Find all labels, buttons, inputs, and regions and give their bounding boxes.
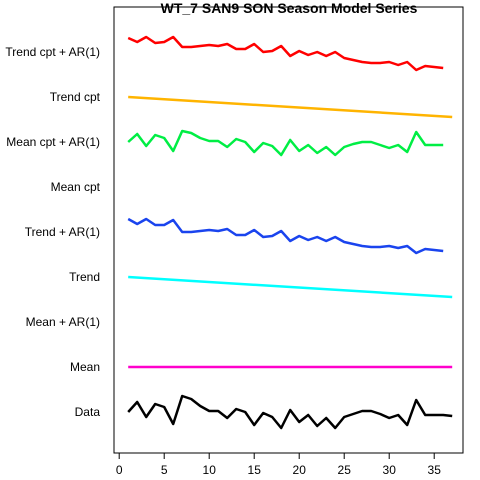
row-label-trend-ar-1: Trend + AR(1) [25,225,100,239]
series-line-trend-cpt [128,95,453,119]
x-axis: 0 5 10 15 20 25 30 35 [116,452,442,477]
series-layer [127,35,453,430]
x-tick-label: 25 [338,463,352,477]
x-tick-label: 20 [293,463,307,477]
x-tick-label: 30 [383,463,397,477]
series-line-trend [128,275,453,299]
series-line-mean-cpt-ar-1 [127,129,444,157]
row-label-mean-ar-1: Mean + AR(1) [26,315,100,329]
x-tick-label: 10 [203,463,217,477]
series-line-trend-ar-1 [127,217,444,255]
row-label-trend: Trend [69,270,100,284]
x-tick-label: 5 [161,463,168,477]
x-tick-label: 0 [116,463,123,477]
x-tick-label: 35 [428,463,442,477]
x-tick-label: 15 [248,463,262,477]
series-line-trend-cpt-ar-1 [127,35,444,72]
row-label-mean-cpt-ar-1: Mean cpt + AR(1) [6,135,100,149]
row-label-trend-cpt-ar-1: Trend cpt + AR(1) [5,45,100,59]
chart-title: WT_7 SAN9 SON Season Model Series [161,0,418,16]
row-label-trend-cpt: Trend cpt [50,90,101,104]
row-labels: Data Mean Mean + AR(1) Trend Trend + AR(1) Me… [5,45,100,419]
row-label-mean-cpt: Mean cpt [51,180,101,194]
series-line-data [127,394,453,430]
row-label-data: Data [75,405,101,419]
plot-frame [113,6,464,454]
row-label-mean: Mean [70,360,100,374]
